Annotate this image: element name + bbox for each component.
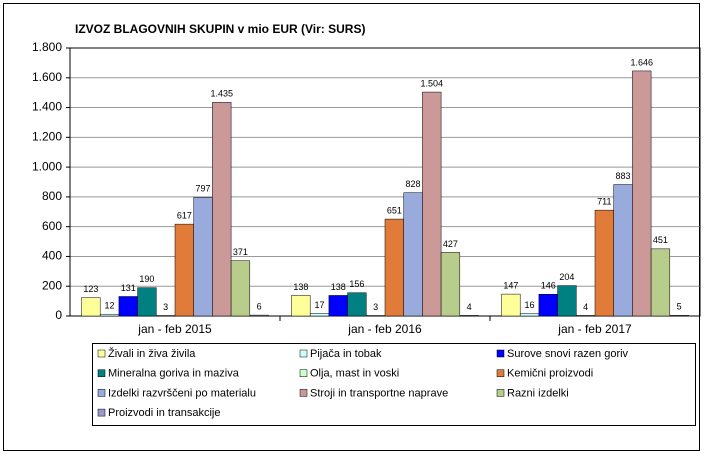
bar — [501, 293, 521, 317]
y-tick-label: 0 — [55, 308, 62, 322]
legend-swatch — [299, 349, 308, 358]
value-label: 138 — [331, 282, 346, 292]
value-label: 17 — [315, 300, 325, 310]
value-label: 123 — [83, 284, 98, 294]
bar — [137, 287, 157, 317]
legend-label: Izdelki razvrščeni po materialu — [108, 387, 256, 399]
value-label: 131 — [121, 283, 136, 293]
y-tick-label: 1.200 — [32, 130, 62, 144]
legend-swatch — [496, 349, 505, 358]
legend-swatch — [299, 369, 308, 377]
bar — [557, 285, 577, 317]
legend-label: Kemični proizvodi — [507, 368, 593, 380]
value-label: 138 — [293, 282, 308, 292]
value-label: 4 — [467, 302, 472, 312]
value-label: 651 — [387, 205, 402, 215]
legend-label: Pijača in tobak — [310, 348, 382, 360]
y-tick-label: 1.400 — [32, 100, 62, 114]
bar — [576, 315, 596, 317]
bar — [440, 252, 461, 317]
bar — [594, 209, 614, 317]
value-label: 1.504 — [420, 78, 443, 88]
y-tick-label: 1.600 — [32, 70, 62, 84]
bar — [384, 218, 404, 317]
value-label: 16 — [525, 300, 535, 310]
legend-label: Proizvodi in transakcije — [108, 407, 221, 419]
y-tick-label: 1.000 — [32, 159, 62, 173]
bar — [249, 314, 269, 317]
bar — [403, 192, 423, 317]
bar — [519, 313, 540, 317]
bar — [99, 313, 120, 317]
value-label: 12 — [105, 301, 115, 311]
value-label: 371 — [233, 247, 248, 257]
bar — [422, 91, 442, 317]
bar — [118, 296, 138, 317]
legend-label: Mineralna goriva in maziva — [108, 368, 240, 380]
value-label: 617 — [177, 211, 192, 221]
value-label: 204 — [559, 272, 574, 282]
value-label: 190 — [139, 274, 154, 284]
legend-label: Olja, mast in voski — [310, 368, 399, 380]
legend-swatch — [496, 389, 505, 397]
bar — [291, 295, 311, 317]
value-label: 828 — [406, 179, 421, 189]
bar — [174, 223, 194, 317]
value-label: 711 — [597, 197, 611, 207]
legend-label: Živali in živa živila — [108, 347, 196, 360]
bar — [193, 197, 213, 317]
legend-swatch — [97, 389, 106, 397]
legend-swatch — [97, 349, 106, 358]
bar — [613, 184, 633, 317]
value-label: 5 — [677, 302, 682, 312]
value-label: 6 — [257, 301, 262, 311]
bar — [81, 297, 101, 317]
y-tick-label: 800 — [42, 189, 62, 203]
legend-label: Stroji in transportne naprave — [310, 387, 448, 399]
value-label: 3 — [163, 302, 168, 312]
value-label: 1.646 — [630, 57, 653, 67]
legend-swatch — [97, 369, 106, 377]
value-label: 156 — [349, 279, 364, 289]
value-label: 1.435 — [210, 89, 233, 99]
value-label: 146 — [541, 281, 556, 291]
bar — [347, 292, 367, 317]
value-label: 4 — [583, 302, 588, 312]
legend-label: Razni izdelki — [507, 387, 569, 399]
bar — [538, 294, 558, 317]
x-tick-label: jan - feb 2017 — [557, 322, 632, 336]
value-label: 427 — [443, 239, 458, 249]
bar — [669, 315, 689, 317]
legend-swatch — [97, 408, 106, 417]
y-tick-label: 200 — [42, 278, 62, 292]
chart-title: IZVOZ BLAGOVNIH SKUPIN v mio EUR (Vir: S… — [75, 22, 365, 36]
bar — [459, 315, 479, 317]
y-tick-label: 600 — [42, 219, 62, 233]
legend — [92, 343, 696, 426]
value-label: 451 — [653, 235, 668, 245]
bar — [328, 295, 348, 317]
legend-swatch — [496, 369, 505, 377]
bar — [650, 248, 671, 317]
value-label: 3 — [373, 302, 378, 312]
bar — [632, 70, 652, 317]
value-label: 797 — [196, 184, 211, 194]
x-tick-label: jan - feb 2016 — [347, 322, 422, 336]
y-tick-label: 400 — [42, 249, 62, 263]
bar — [309, 313, 330, 317]
bar — [230, 260, 251, 317]
bar — [212, 102, 232, 317]
legend-swatch — [299, 389, 308, 397]
value-label: 147 — [503, 280, 518, 290]
x-tick-label: jan - feb 2015 — [137, 322, 212, 336]
legend-label: Surove snovi razen goriv — [507, 348, 629, 360]
y-tick-label: 1.800 — [32, 40, 62, 54]
value-label: 883 — [616, 171, 631, 181]
